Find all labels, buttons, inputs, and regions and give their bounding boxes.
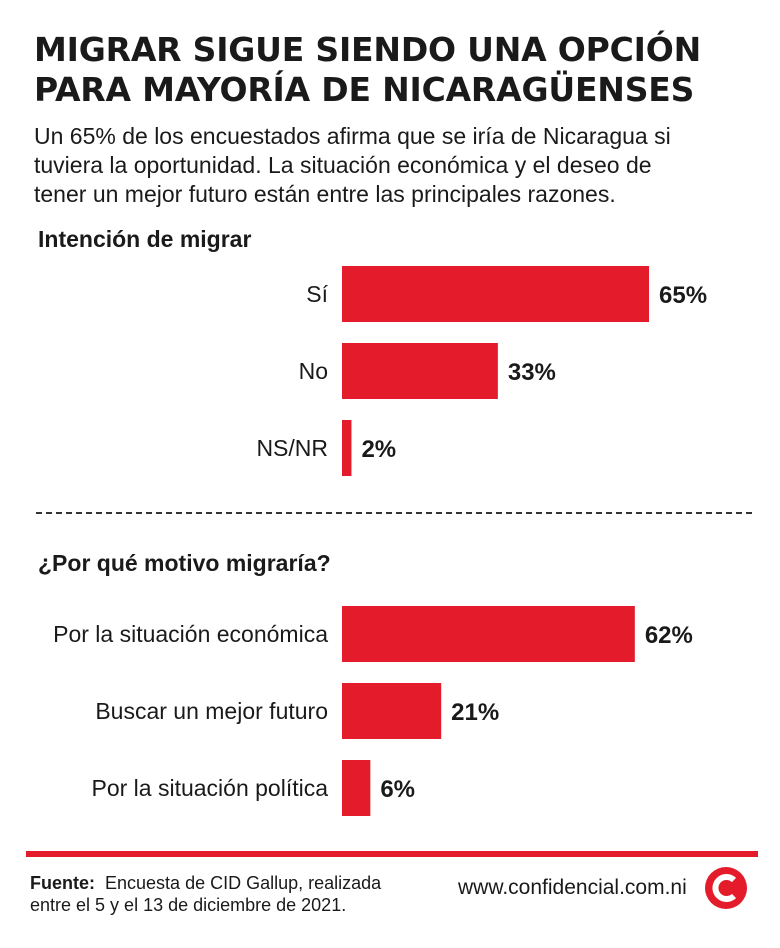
confidencial-logo-icon xyxy=(705,867,747,909)
category-label-1-2: Por la situación política xyxy=(91,775,328,801)
migration-intention-chart: Sí 65% No 33% NS/NR 2% xyxy=(256,266,707,476)
chart-2-title: ¿Por qué motivo migraría? xyxy=(38,550,331,576)
subtitle-line-2: tuviera la oportunidad. La situación eco… xyxy=(34,152,652,178)
value-label-1-0: 62% xyxy=(645,622,693,649)
chart-1-title: Intención de migrar xyxy=(38,226,252,252)
category-label-1-0: Por la situación económica xyxy=(53,621,328,647)
value-label-0-1: 33% xyxy=(508,359,556,386)
page-title: MIGRAR SIGUE SIENDO UNA OPCIÓN PARA MAYO… xyxy=(34,30,754,110)
footer-rule xyxy=(26,851,758,857)
value-label-0-0: 65% xyxy=(659,282,707,309)
category-label-0-2: NS/NR xyxy=(256,435,328,461)
title-line-2: PARA MAYORÍA DE NICARAGÜENSES xyxy=(34,70,695,109)
source-note: Fuente: Encuesta de CID Gallup, realizad… xyxy=(30,872,410,916)
subtitle: Un 65% de los encuestados afirma que se … xyxy=(34,122,734,209)
value-label-1-2: 6% xyxy=(380,776,415,803)
bar-1-1 xyxy=(342,683,442,739)
subtitle-line-3: tener un mejor futuro están entre las pr… xyxy=(34,181,616,207)
source-text-2: entre el 5 y el 13 de diciembre de 2021. xyxy=(30,895,347,915)
bar-0-1 xyxy=(342,343,498,399)
bar-1-2 xyxy=(342,760,371,816)
bar-1-0 xyxy=(342,606,635,662)
migration-reason-chart: Por la situación económica 62% Buscar un m… xyxy=(53,606,693,816)
website-link[interactable]: www.confidencial.com.ni xyxy=(458,876,687,899)
bar-0-0 xyxy=(342,266,649,322)
title-line-1: MIGRAR SIGUE SIENDO UNA OPCIÓN xyxy=(34,30,702,69)
category-label-0-0: Sí xyxy=(306,281,328,307)
category-label-0-1: No xyxy=(299,358,328,384)
category-label-1-1: Buscar un mejor futuro xyxy=(95,698,328,724)
source-label: Fuente: xyxy=(30,873,95,893)
source-text: Encuesta de CID Gallup, realizada xyxy=(105,873,382,893)
bar-0-2 xyxy=(342,420,352,476)
value-label-1-1: 21% xyxy=(451,699,499,726)
value-label-0-2: 2% xyxy=(361,436,396,463)
subtitle-line-1: Un 65% de los encuestados afirma que se … xyxy=(34,123,671,149)
section-divider xyxy=(36,512,752,514)
